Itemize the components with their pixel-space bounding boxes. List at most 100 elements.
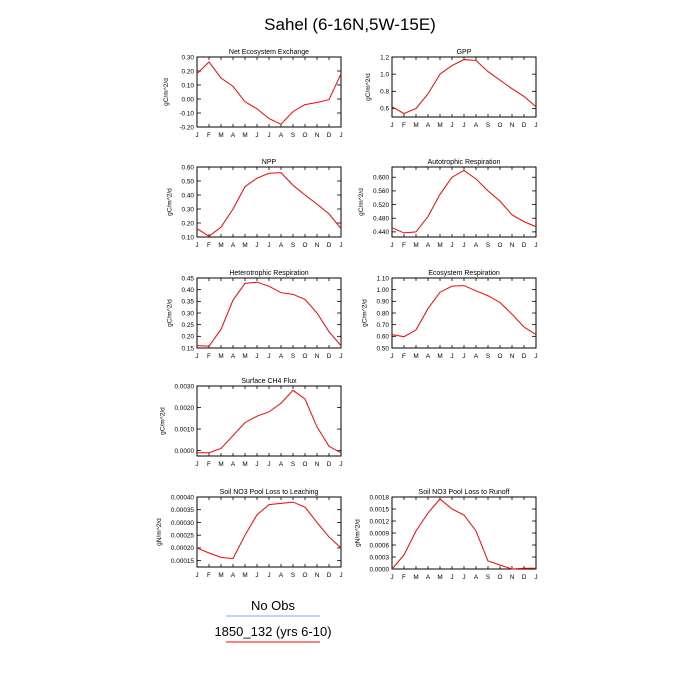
x-tick-label: S (291, 461, 295, 468)
x-tick-label: J (255, 242, 258, 249)
y-tick-label: 0.50 (182, 178, 195, 185)
x-tick-label: A (474, 242, 479, 249)
x-tick-label: O (498, 353, 503, 360)
x-tick-label: N (510, 122, 515, 129)
x-tick-label: A (474, 122, 479, 129)
y-tick-label: 0.0003 (369, 554, 389, 561)
panel-title: Soil NO3 Pool Loss to Runoff (419, 489, 510, 496)
y-tick-label: 0.40 (182, 192, 195, 199)
y-axis-label: gC/m^2/d (358, 188, 365, 216)
y-tick-label: 0.30 (182, 310, 195, 317)
y-tick-label: -0.10 (179, 110, 194, 117)
x-tick-label: N (510, 353, 515, 360)
x-tick-label: A (279, 572, 284, 579)
x-tick-label: S (486, 122, 490, 129)
y-tick-label: 0.35 (182, 299, 195, 306)
x-tick-label: F (402, 574, 406, 581)
x-tick-label: J (339, 132, 342, 139)
x-tick-label: O (303, 461, 308, 468)
x-tick-label: M (437, 574, 442, 581)
y-tick-label: 1.10 (377, 275, 390, 282)
x-tick-label: J (195, 242, 198, 249)
x-tick-label: J (267, 353, 270, 360)
series-line (391, 498, 536, 570)
y-tick-label: 0.00025 (171, 532, 195, 539)
series-line (196, 61, 342, 125)
y-tick-label: 0.80 (377, 310, 390, 317)
x-tick-label: M (413, 242, 418, 249)
x-tick-label: O (498, 122, 503, 129)
x-tick-label: M (413, 353, 418, 360)
y-axis-label: gC/m^2/d (362, 299, 369, 327)
x-tick-label: J (534, 353, 537, 360)
y-axis-label: gC/m^2/d (365, 73, 372, 101)
x-tick-label: M (218, 461, 223, 468)
y-tick-label: 0.0009 (369, 530, 389, 537)
y-axis-label: gC/m^2/d (167, 188, 174, 216)
x-tick-label: J (195, 572, 198, 579)
x-tick-label: M (413, 574, 418, 581)
x-tick-label: A (426, 122, 431, 129)
plot-frame (391, 166, 537, 238)
y-tick-label: 0.30 (182, 206, 195, 213)
y-tick-label: 0.480 (373, 216, 389, 223)
x-tick-label: J (450, 242, 453, 249)
y-tick-label: 0.60 (377, 334, 390, 341)
x-tick-label: J (267, 242, 270, 249)
x-tick-label: J (195, 461, 198, 468)
y-tick-label: 0.00 (182, 96, 195, 103)
y-tick-label: 1.0 (380, 71, 389, 78)
y-tick-label: 0.90 (377, 299, 390, 306)
x-tick-label: J (390, 574, 393, 581)
x-tick-label: J (339, 572, 342, 579)
y-tick-label: 0.10 (182, 82, 195, 89)
x-tick-label: M (242, 132, 247, 139)
series-line (196, 501, 342, 560)
x-tick-label: N (315, 242, 320, 249)
x-tick-label: D (327, 461, 332, 468)
x-tick-label: J (390, 122, 393, 129)
y-tick-label: 0.70 (377, 322, 390, 329)
legend-obs-label: No Obs (251, 598, 296, 613)
y-axis-label: gN/m^2/d (354, 519, 361, 547)
y-tick-label: 0.0030 (174, 383, 194, 390)
y-tick-label: 0.60 (182, 164, 195, 171)
x-tick-label: O (303, 132, 308, 139)
x-tick-label: M (218, 353, 223, 360)
x-tick-label: O (498, 242, 503, 249)
x-tick-label: A (426, 574, 431, 581)
x-tick-label: J (255, 572, 258, 579)
x-tick-label: A (279, 461, 284, 468)
x-tick-label: N (510, 242, 515, 249)
series-line (391, 285, 537, 338)
main-title: Sahel (6-16N,5W-15E) (264, 15, 436, 34)
y-tick-label: 0.0010 (174, 426, 194, 433)
y-tick-label: 0.0006 (369, 542, 389, 549)
y-tick-label: 0.0012 (369, 518, 389, 525)
x-tick-label: F (207, 132, 211, 139)
x-tick-label: F (402, 122, 406, 129)
x-tick-label: N (315, 132, 320, 139)
x-tick-label: J (462, 353, 465, 360)
y-tick-label: 0.00040 (171, 494, 195, 501)
x-tick-label: J (255, 132, 258, 139)
y-tick-label: 0.00015 (171, 558, 195, 565)
y-tick-label: 0.0015 (369, 506, 389, 513)
x-tick-label: F (402, 242, 406, 249)
x-tick-label: M (242, 572, 247, 579)
x-tick-label: D (522, 574, 527, 581)
x-tick-label: J (390, 353, 393, 360)
x-tick-label: J (195, 132, 198, 139)
x-tick-label: J (195, 353, 198, 360)
x-tick-label: O (498, 574, 503, 581)
x-tick-label: N (315, 353, 320, 360)
x-tick-label: A (474, 574, 479, 581)
x-tick-label: J (462, 574, 465, 581)
x-tick-label: J (450, 122, 453, 129)
